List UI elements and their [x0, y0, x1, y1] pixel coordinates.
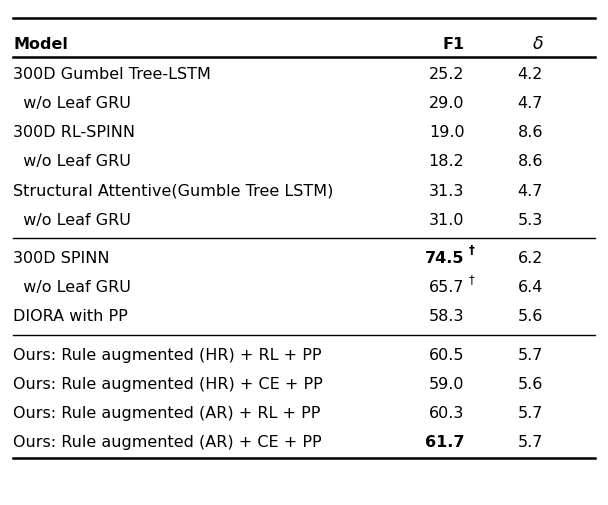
Text: 6.2: 6.2 [517, 250, 543, 266]
Text: 74.5: 74.5 [425, 250, 465, 266]
Text: 8.6: 8.6 [517, 154, 543, 169]
Text: 4.7: 4.7 [517, 96, 543, 111]
Text: 65.7: 65.7 [429, 280, 465, 294]
Text: Ours: Rule augmented (AR) + CE + PP: Ours: Rule augmented (AR) + CE + PP [13, 434, 322, 449]
Text: 31.3: 31.3 [429, 183, 465, 198]
Text: 19.0: 19.0 [429, 125, 465, 140]
Text: 25.2: 25.2 [429, 67, 465, 82]
Text: Model: Model [13, 36, 68, 52]
Text: w/o Leaf GRU: w/o Leaf GRU [13, 213, 131, 227]
Text: w/o Leaf GRU: w/o Leaf GRU [13, 280, 131, 294]
Text: 61.7: 61.7 [425, 434, 465, 449]
Text: 5.6: 5.6 [517, 376, 543, 391]
Text: DIORA with PP: DIORA with PP [13, 309, 128, 324]
Text: F1: F1 [442, 36, 465, 52]
Text: 60.3: 60.3 [429, 405, 465, 420]
Text: 5.7: 5.7 [517, 434, 543, 449]
Text: 5.7: 5.7 [517, 347, 543, 362]
Text: 18.2: 18.2 [429, 154, 465, 169]
Text: 5.6: 5.6 [517, 309, 543, 324]
Text: 60.5: 60.5 [429, 347, 465, 362]
Text: 58.3: 58.3 [429, 309, 465, 324]
Text: 31.0: 31.0 [429, 213, 465, 227]
Text: 8.6: 8.6 [517, 125, 543, 140]
Text: Ours: Rule augmented (HR) + CE + PP: Ours: Rule augmented (HR) + CE + PP [13, 376, 323, 391]
Text: 300D SPINN: 300D SPINN [13, 250, 110, 266]
Text: w/o Leaf GRU: w/o Leaf GRU [13, 96, 131, 111]
Text: 59.0: 59.0 [429, 376, 465, 391]
Text: Ours: Rule augmented (AR) + RL + PP: Ours: Rule augmented (AR) + RL + PP [13, 405, 321, 420]
Text: 6.4: 6.4 [517, 280, 543, 294]
Text: 5.7: 5.7 [517, 405, 543, 420]
Text: †: † [469, 243, 474, 257]
Text: 300D RL-SPINN: 300D RL-SPINN [13, 125, 136, 140]
Text: †: † [469, 273, 474, 286]
Text: 5.3: 5.3 [518, 213, 543, 227]
Text: 4.2: 4.2 [517, 67, 543, 82]
Text: Structural Attentive(Gumble Tree LSTM): Structural Attentive(Gumble Tree LSTM) [13, 183, 334, 198]
Text: 300D Gumbel Tree-LSTM: 300D Gumbel Tree-LSTM [13, 67, 212, 82]
Text: δ: δ [533, 35, 543, 53]
Text: w/o Leaf GRU: w/o Leaf GRU [13, 154, 131, 169]
Text: 29.0: 29.0 [429, 96, 465, 111]
Text: Ours: Rule augmented (HR) + RL + PP: Ours: Rule augmented (HR) + RL + PP [13, 347, 322, 362]
Text: 4.7: 4.7 [517, 183, 543, 198]
